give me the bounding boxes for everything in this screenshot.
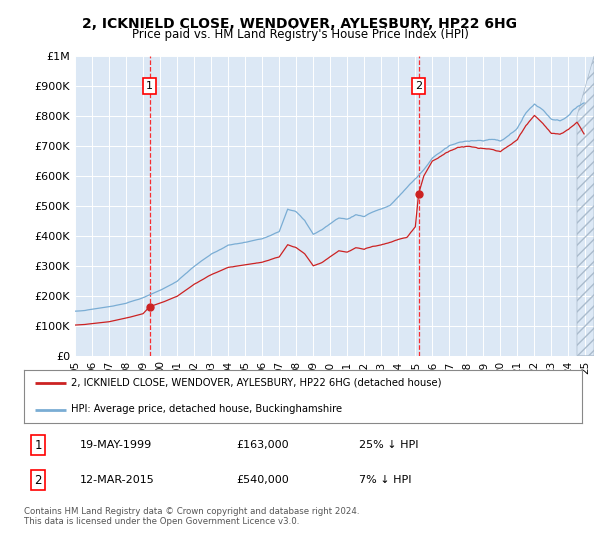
Text: Contains HM Land Registry data © Crown copyright and database right 2024.
This d: Contains HM Land Registry data © Crown c… (24, 507, 359, 526)
Text: 2: 2 (415, 81, 422, 91)
Text: 1: 1 (146, 81, 153, 91)
Text: 2, ICKNIELD CLOSE, WENDOVER, AYLESBURY, HP22 6HG: 2, ICKNIELD CLOSE, WENDOVER, AYLESBURY, … (83, 17, 517, 31)
Text: 25% ↓ HPI: 25% ↓ HPI (359, 440, 418, 450)
Text: 7% ↓ HPI: 7% ↓ HPI (359, 475, 412, 485)
Text: 1: 1 (34, 438, 42, 452)
Text: £163,000: £163,000 (236, 440, 289, 450)
Text: Price paid vs. HM Land Registry's House Price Index (HPI): Price paid vs. HM Land Registry's House … (131, 28, 469, 41)
Text: 19-MAY-1999: 19-MAY-1999 (80, 440, 152, 450)
Text: 2, ICKNIELD CLOSE, WENDOVER, AYLESBURY, HP22 6HG (detached house): 2, ICKNIELD CLOSE, WENDOVER, AYLESBURY, … (71, 378, 442, 388)
Text: HPI: Average price, detached house, Buckinghamshire: HPI: Average price, detached house, Buck… (71, 404, 343, 414)
Text: 12-MAR-2015: 12-MAR-2015 (80, 475, 155, 485)
Text: 2: 2 (34, 474, 42, 487)
Text: £540,000: £540,000 (236, 475, 289, 485)
